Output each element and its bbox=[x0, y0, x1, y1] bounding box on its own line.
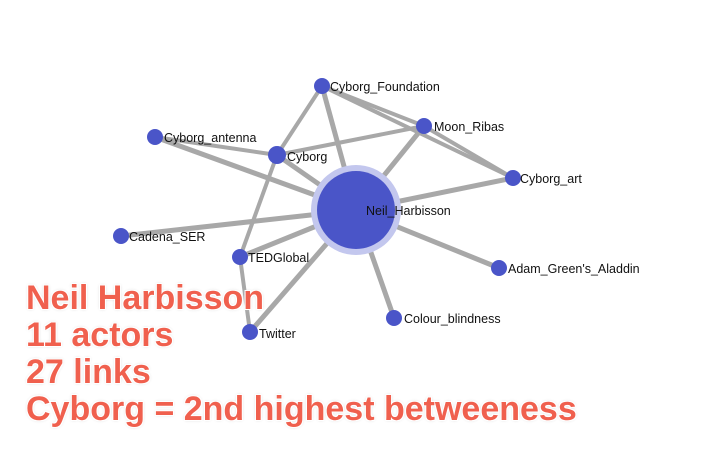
edge-cf-cart bbox=[320, 84, 515, 180]
caption-actors: 11 actors bbox=[26, 316, 174, 354]
caption-overlay: Neil Harbisson 11 actors 27 links Cyborg… bbox=[26, 280, 577, 428]
node-twitter[interactable] bbox=[242, 324, 258, 340]
node-label-cart: Cyborg_art bbox=[520, 172, 582, 186]
edge-moon-cart bbox=[422, 124, 515, 180]
node-cyborg[interactable] bbox=[268, 146, 286, 164]
node-label-cadena: Cadena_SER bbox=[129, 230, 205, 244]
node-label-moon: Moon_Ribas bbox=[434, 120, 504, 134]
edge-cyborg-ted bbox=[238, 153, 279, 259]
graph-nodes bbox=[113, 78, 521, 340]
node-label-cyborg: Cyborg bbox=[287, 150, 327, 164]
caption-links: 27 links bbox=[26, 353, 151, 391]
edge-cf-cyborg bbox=[275, 84, 324, 157]
node-adam[interactable] bbox=[491, 260, 507, 276]
node-label-cf: Cyborg_Foundation bbox=[330, 80, 440, 94]
node-cart[interactable] bbox=[505, 170, 521, 186]
node-colour[interactable] bbox=[386, 310, 402, 326]
caption-betweenness: Cyborg = 2nd highest betweeness bbox=[26, 390, 577, 428]
node-cadena[interactable] bbox=[113, 228, 129, 244]
edge-ted-twitter bbox=[238, 255, 252, 334]
node-label-ted: TEDGlobal bbox=[248, 251, 309, 265]
node-label-adam: Adam_Green's_Aladdin bbox=[508, 262, 640, 276]
node-ted[interactable] bbox=[232, 249, 248, 265]
caption-title: Neil Harbisson bbox=[26, 279, 265, 317]
edge-cant-cyborg bbox=[153, 135, 279, 157]
node-label-twitter: Twitter bbox=[259, 327, 296, 341]
node-label-cant: Cyborg_antenna bbox=[164, 131, 256, 145]
node-moon[interactable] bbox=[416, 118, 432, 134]
node-label-neil: Neil_Harbisson bbox=[366, 204, 451, 218]
node-label-colour: Colour_blindness bbox=[404, 312, 501, 326]
node-cf[interactable] bbox=[314, 78, 330, 94]
node-cant[interactable] bbox=[147, 129, 163, 145]
node-neil[interactable] bbox=[317, 171, 395, 249]
edge-moon-cyborg bbox=[275, 124, 426, 157]
graph-labels: Neil_Harbisson Cyborg_Foundation Moon_Riba… bbox=[129, 80, 640, 341]
